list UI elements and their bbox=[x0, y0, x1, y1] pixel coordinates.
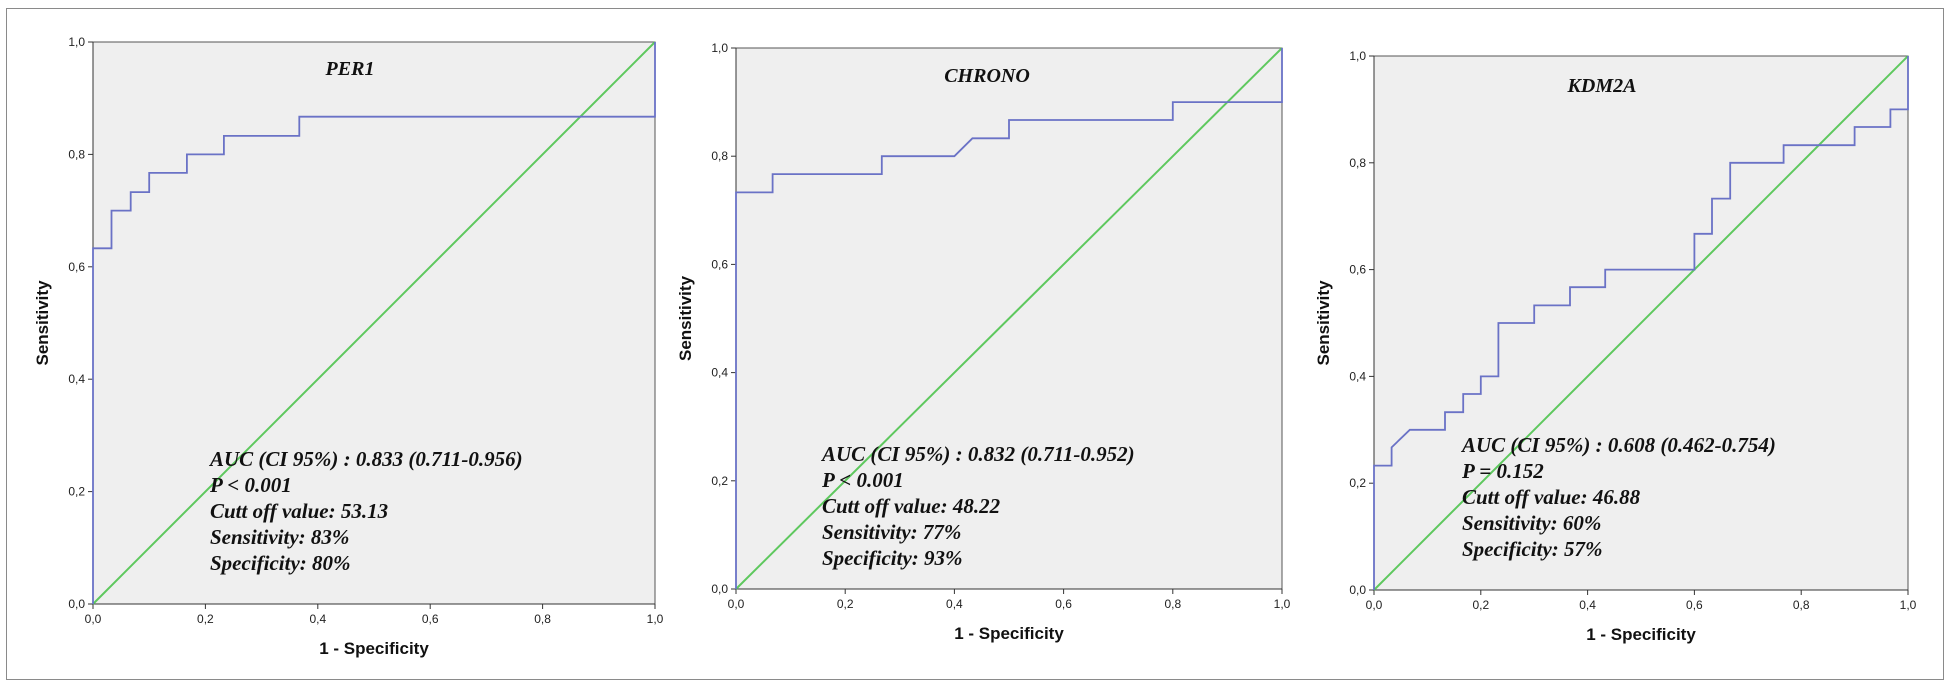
stat-annotation: AUC (CI 95%) : 0.832 (0.711-0.952) bbox=[820, 442, 1135, 466]
stat-annotation: Cutt off value: 53.13 bbox=[210, 499, 388, 523]
y-tick-label: 0,8 bbox=[68, 147, 85, 161]
x-tick-label: 0,4 bbox=[946, 597, 963, 611]
y-tick-label: 0,4 bbox=[1349, 369, 1366, 383]
x-tick-label: 0,6 bbox=[422, 612, 439, 626]
roc-curve bbox=[1373, 56, 1909, 590]
roc-curve bbox=[735, 48, 1283, 589]
y-tick-label: 0,8 bbox=[711, 149, 728, 163]
y-axis-title: Sensitivity bbox=[1314, 280, 1333, 366]
y-tick-label: 0,6 bbox=[1349, 263, 1366, 277]
x-tick-label: 0,6 bbox=[1055, 597, 1072, 611]
y-tick-label: 1,0 bbox=[68, 35, 85, 49]
stat-annotation: P < 0.001 bbox=[821, 468, 904, 492]
y-tick-label: 0,6 bbox=[711, 257, 728, 271]
y-tick-label: 0,4 bbox=[711, 366, 728, 380]
x-tick-label: 0,2 bbox=[197, 612, 214, 626]
y-tick-label: 0,2 bbox=[1349, 476, 1366, 490]
x-tick-label: 0,8 bbox=[1793, 598, 1810, 612]
roc-chart-chrono: 0,0 0,2 0,4 0,6 0,8 1,0 0,0 0,2 0,4 0,6 0,8 1,0 1 - … bbox=[676, 41, 1291, 643]
x-tick-label: 1,0 bbox=[647, 612, 664, 626]
y-tick-label: 0,8 bbox=[1349, 156, 1366, 170]
y-tick-label: 0,0 bbox=[711, 582, 728, 596]
panel-title-chrono: CHRONO bbox=[944, 65, 1030, 87]
y-tick-label: 0,4 bbox=[68, 372, 85, 386]
stat-annotation: AUC (CI 95%) : 0.608 (0.462-0.754) bbox=[1460, 433, 1776, 457]
x-tick-label: 0,8 bbox=[534, 612, 551, 626]
stat-annotation: Sensitivity: 77% bbox=[822, 520, 961, 544]
y-tick-label: 1,0 bbox=[1349, 49, 1366, 63]
stat-annotation: AUC (CI 95%) : 0.833 (0.711-0.956) bbox=[208, 447, 523, 471]
y-axis-title: Sensitivity bbox=[676, 275, 695, 361]
x-tick-label: 0,2 bbox=[1472, 598, 1489, 612]
roc-curve bbox=[92, 42, 656, 604]
stat-annotation: P = 0.152 bbox=[1461, 459, 1544, 483]
x-tick-label: 0,6 bbox=[1686, 598, 1703, 612]
stat-annotation: Sensitivity: 60% bbox=[1462, 511, 1601, 535]
roc-chart-kdm2a: 0,0 0,2 0,4 0,6 0,8 1,0 0,0 0,2 0,4 0,6 0,8 1,0 1 - … bbox=[1314, 49, 1917, 644]
x-axis-title: 1 - Specificity bbox=[319, 639, 429, 658]
y-tick-label: 0,0 bbox=[68, 597, 85, 611]
stat-annotation: Cutt off value: 48.22 bbox=[822, 494, 1001, 518]
stat-annotation: Sensitivity: 83% bbox=[210, 525, 349, 549]
x-tick-label: 0,0 bbox=[85, 612, 102, 626]
y-axis-title: Sensitivity bbox=[33, 280, 52, 366]
x-tick-label: 0,2 bbox=[837, 597, 854, 611]
stat-annotation: Specificity: 80% bbox=[210, 551, 351, 575]
reference-line bbox=[92, 41, 656, 605]
stat-annotation: P < 0.001 bbox=[209, 473, 292, 497]
panel-title-kdm2a: KDM2A bbox=[1567, 75, 1637, 97]
x-tick-label: 0,0 bbox=[1366, 598, 1383, 612]
panel-title-per1: PER1 bbox=[325, 58, 375, 80]
y-tick-label: 0,2 bbox=[68, 485, 85, 499]
y-tick-label: 0,2 bbox=[711, 474, 728, 488]
stat-annotation: Specificity: 93% bbox=[822, 546, 963, 570]
x-tick-label: 0,4 bbox=[1579, 598, 1596, 612]
stat-annotation: Specificity: 57% bbox=[1462, 537, 1603, 561]
y-tick-label: 0,0 bbox=[1349, 583, 1366, 597]
x-tick-label: 1,0 bbox=[1274, 597, 1291, 611]
x-tick-label: 0,8 bbox=[1164, 597, 1181, 611]
y-tick-label: 0,6 bbox=[68, 260, 85, 274]
roc-chart-per1: 0,0 0,2 0,4 0,6 0,8 1,0 0,0 0,2 0,4 0,6 0,8 1,0 1 - … bbox=[33, 35, 664, 658]
x-axis-title: 1 - Specificity bbox=[954, 624, 1064, 643]
reference-line bbox=[735, 47, 1283, 590]
x-tick-label: 1,0 bbox=[1900, 598, 1917, 612]
x-tick-label: 0,4 bbox=[309, 612, 326, 626]
stat-annotation: Cutt off value: 46.88 bbox=[1462, 485, 1641, 509]
x-tick-label: 0,0 bbox=[728, 597, 745, 611]
x-axis-title: 1 - Specificity bbox=[1586, 625, 1696, 644]
y-tick-label: 1,0 bbox=[711, 41, 728, 55]
